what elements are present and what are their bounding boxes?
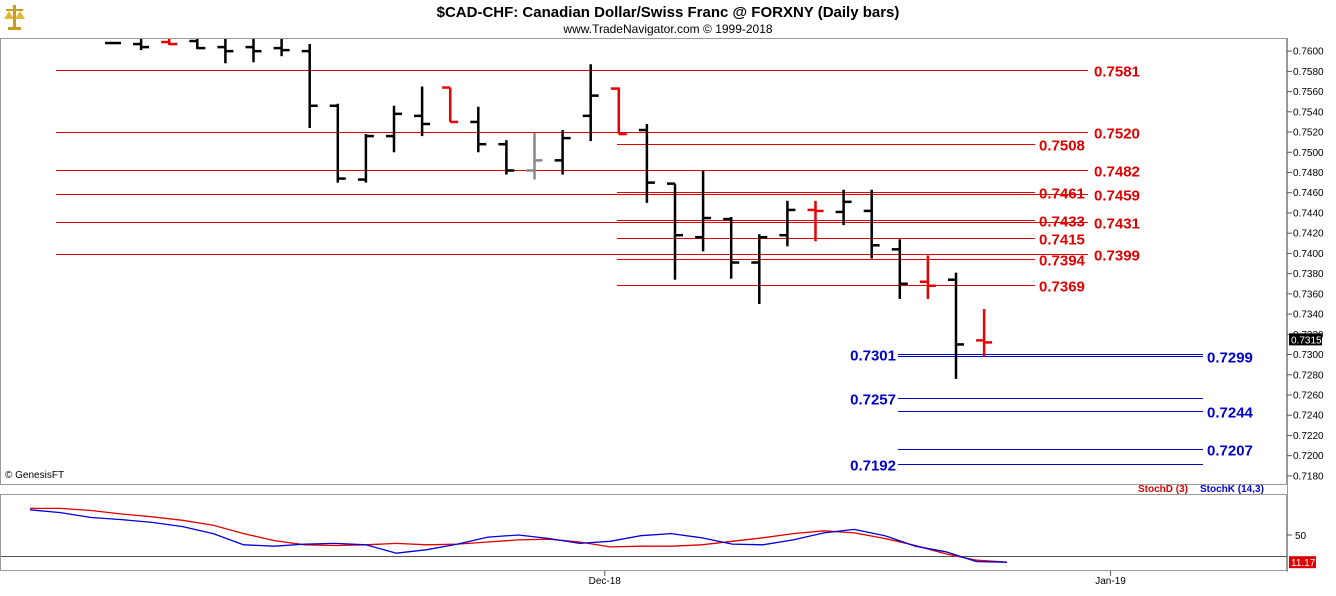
level-label: 0.7207 — [1207, 443, 1253, 460]
ohlc-bar — [751, 234, 768, 304]
level-label: 0.7520 — [1094, 126, 1140, 143]
ohlc-bar — [779, 200, 796, 247]
price-tick-label: 0.7360 — [1293, 289, 1324, 300]
ohlc-bar — [526, 133, 543, 180]
level-label: 0.7431 — [1094, 216, 1140, 233]
level-label: 0.7581 — [1094, 64, 1140, 81]
ohlc-bar — [919, 255, 936, 299]
price-axis: 0.7600 0.7580 0.7560 0.7540 0.7520 0.7500 0.74… — [1287, 47, 1324, 482]
price-tick-label: 0.7560 — [1293, 87, 1324, 98]
level-label: 0.7192 — [850, 458, 896, 475]
ohlc-bar — [189, 39, 206, 50]
price-panel-frame — [0, 38, 1287, 485]
date-tick-label: Jan-19 — [1095, 576, 1126, 587]
ohlc-bar — [863, 189, 880, 259]
level-label: 0.7415 — [1039, 232, 1085, 249]
level-label: 0.7399 — [1094, 248, 1140, 265]
price-tick-label: 0.7520 — [1293, 128, 1324, 139]
stoch-tick-label: 50 — [1295, 531, 1307, 542]
ohlc-bar — [161, 39, 178, 46]
chart-subtitle: www.TradeNavigator.com © 1999-2018 — [562, 22, 772, 36]
ohlc-bar — [976, 309, 993, 357]
ohlc-bar — [414, 86, 431, 137]
chart-title: $CAD-CHF: Canadian Dollar/Swiss Franc @ … — [437, 4, 900, 21]
last-price-box — [1289, 333, 1322, 346]
level-label: 0.7394 — [1039, 253, 1086, 270]
level-label: 0.7482 — [1094, 164, 1140, 181]
ohlc-bar — [105, 41, 121, 45]
ohlc-bar — [470, 106, 487, 153]
date-axis: Dec-18 Jan-19 — [589, 571, 1126, 587]
level-label: 0.7369 — [1039, 279, 1085, 296]
price-tick-label: 0.7280 — [1293, 370, 1324, 381]
last-price-label: 0.7315 — [1291, 335, 1322, 346]
date-tick-label: Dec-18 — [589, 576, 622, 587]
price-tick-label: 0.7240 — [1293, 411, 1324, 422]
price-tick-label: 0.7420 — [1293, 229, 1324, 240]
ohlc-bar — [695, 170, 712, 252]
ohlc-bar — [582, 64, 599, 142]
price-tick-label: 0.7500 — [1293, 148, 1324, 159]
scales-icon — [4, 5, 25, 30]
price-tick-label: 0.7200 — [1293, 451, 1324, 462]
stoch-panel-frame — [0, 494, 1287, 571]
price-tick-label: 0.7220 — [1293, 431, 1324, 442]
ohlc-bar — [357, 134, 374, 183]
price-tick-label: 0.7540 — [1293, 107, 1324, 118]
level-label: 0.7301 — [850, 348, 896, 365]
ohlc-bar — [835, 189, 852, 226]
ohlc-bar — [723, 217, 740, 279]
stoch-last-label: 11.17 — [1291, 558, 1316, 569]
ohlc-bar — [610, 87, 627, 136]
ohlc-bar — [273, 39, 290, 57]
ohlc-bar — [245, 39, 262, 63]
level-label: 0.7257 — [850, 392, 896, 409]
price-tick-label: 0.7480 — [1293, 168, 1324, 179]
legend-stoch-d: StochD (3) — [1138, 484, 1188, 495]
price-tick-label: 0.7460 — [1293, 188, 1324, 199]
ohlc-bar — [133, 39, 150, 51]
price-tick-label: 0.7600 — [1293, 47, 1324, 58]
legend-stoch-k: StochK (14,3) — [1200, 484, 1264, 495]
price-tick-label: 0.7400 — [1293, 249, 1324, 260]
price-tick-label: 0.7180 — [1293, 471, 1324, 482]
ohlc-bar — [807, 200, 824, 242]
ohlc-bar — [667, 182, 683, 280]
price-tick-label: 0.7580 — [1293, 67, 1324, 78]
price-tick-label: 0.7340 — [1293, 310, 1324, 321]
stoch-last-box — [1289, 556, 1316, 569]
ohlc-bar — [498, 140, 515, 175]
level-label: 0.7244 — [1207, 405, 1254, 422]
price-tick-label: 0.7380 — [1293, 269, 1324, 280]
ohlc-bar — [329, 103, 346, 183]
ohlc-bar — [948, 272, 964, 379]
price-bars — [105, 39, 993, 379]
price-tick-label: 0.7300 — [1293, 350, 1324, 361]
ohlc-bar — [554, 130, 571, 175]
price-tick-label: 0.7260 — [1293, 391, 1324, 402]
ohlc-bar — [301, 44, 318, 128]
stochastic-panel: StochD (3) StochK (14,3) 50 11.17 — [1, 484, 1316, 569]
ohlc-bar — [442, 86, 459, 124]
level-label: 0.7508 — [1039, 138, 1085, 155]
ohlc-bar — [638, 123, 655, 203]
level-label: 0.7459 — [1094, 188, 1140, 205]
ohlc-bar — [891, 239, 908, 299]
credit-label: © GenesisFT — [5, 470, 64, 481]
stoch-k-line — [29, 509, 1008, 563]
price-tick-label: 0.7440 — [1293, 208, 1324, 219]
level-label: 0.7299 — [1207, 350, 1253, 367]
ohlc-bar — [217, 39, 234, 64]
ohlc-bar — [386, 105, 402, 153]
stoch-d-line — [30, 507, 1008, 563]
